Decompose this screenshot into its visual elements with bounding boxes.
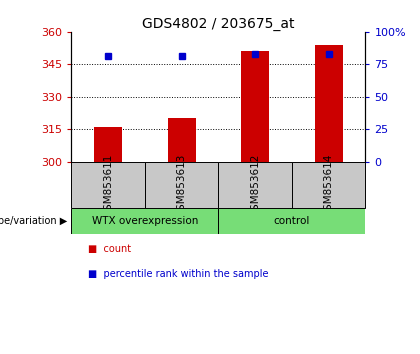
Title: GDS4802 / 203675_at: GDS4802 / 203675_at bbox=[142, 17, 295, 31]
FancyBboxPatch shape bbox=[218, 208, 365, 234]
Text: WTX overexpression: WTX overexpression bbox=[92, 216, 198, 226]
FancyBboxPatch shape bbox=[71, 208, 218, 234]
Text: ■  count: ■ count bbox=[88, 244, 131, 254]
Text: GSM853613: GSM853613 bbox=[177, 153, 186, 217]
Text: GSM853614: GSM853614 bbox=[324, 153, 333, 217]
Text: ■  percentile rank within the sample: ■ percentile rank within the sample bbox=[88, 269, 269, 279]
FancyBboxPatch shape bbox=[292, 162, 365, 208]
FancyBboxPatch shape bbox=[218, 162, 292, 208]
Text: GSM853612: GSM853612 bbox=[250, 153, 260, 217]
FancyBboxPatch shape bbox=[71, 162, 145, 208]
Text: GSM853611: GSM853611 bbox=[103, 153, 113, 217]
Text: control: control bbox=[274, 216, 310, 226]
Bar bbox=[94, 127, 122, 162]
Bar bbox=[241, 51, 269, 162]
Text: genotype/variation ▶: genotype/variation ▶ bbox=[0, 216, 67, 226]
Bar bbox=[315, 45, 343, 162]
Bar bbox=[168, 119, 196, 162]
FancyBboxPatch shape bbox=[145, 162, 218, 208]
